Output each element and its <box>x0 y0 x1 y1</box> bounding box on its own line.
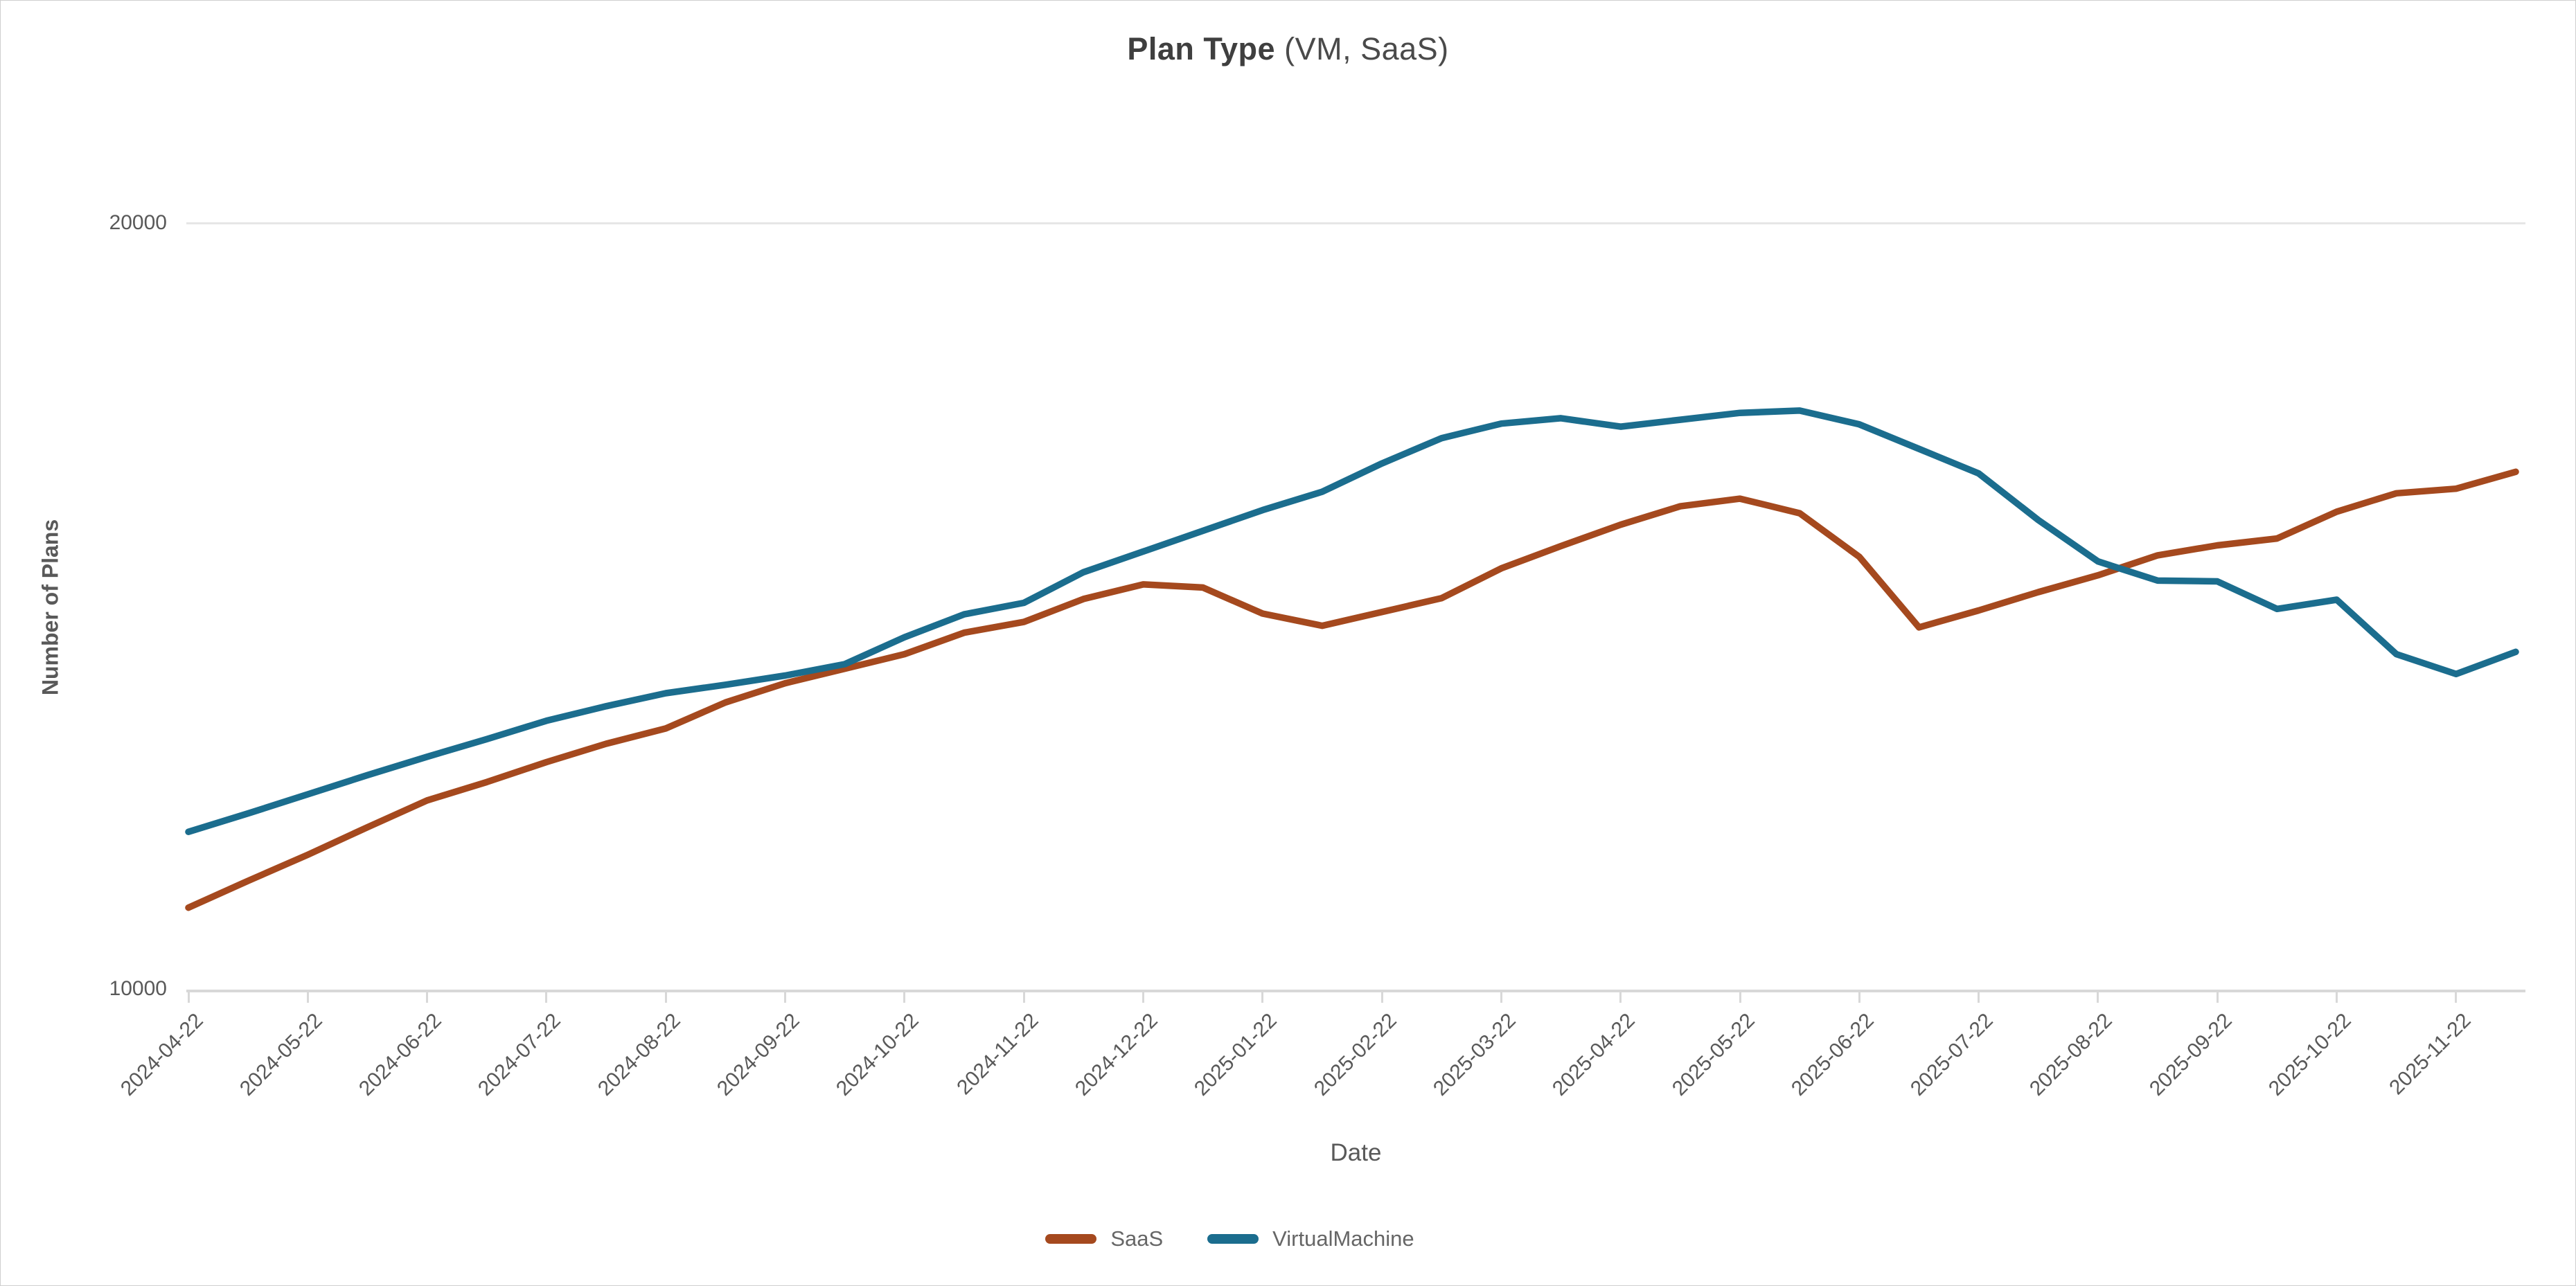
legend: SaaS VirtualMachine <box>1 1226 2517 1251</box>
y-tick-label: 10000 <box>109 977 167 1000</box>
legend-label: VirtualMachine <box>1272 1226 1414 1251</box>
series-line-saas <box>185 468 2519 911</box>
gridline-20000 <box>186 222 2525 224</box>
legend-item-virtualmachine: VirtualMachine <box>1207 1226 1414 1251</box>
x-tick <box>1142 992 1144 1003</box>
x-tick <box>1858 992 1860 1003</box>
series-line-virtualmachine <box>185 407 2519 835</box>
x-tick <box>545 992 548 1003</box>
x-tick <box>1978 992 1980 1003</box>
legend-swatch-virtualmachine <box>1207 1234 1259 1244</box>
legend-label: SaaS <box>1110 1226 1164 1251</box>
chart-title-subtitle: (VM, SaaS) <box>1275 31 1449 66</box>
y-tick-label: 20000 <box>109 211 167 234</box>
x-tick <box>2216 992 2219 1003</box>
x-tick <box>1500 992 1502 1003</box>
x-tick <box>903 992 906 1003</box>
x-tick <box>426 992 429 1003</box>
x-tick <box>2455 992 2458 1003</box>
x-tick <box>306 992 309 1003</box>
chart-title-main: Plan Type <box>1127 31 1276 66</box>
x-tick <box>2336 992 2338 1003</box>
x-axis-line <box>186 990 2525 992</box>
x-tick <box>2097 992 2099 1003</box>
x-tick <box>187 992 190 1003</box>
x-tick <box>664 992 667 1003</box>
chart-title: Plan Type (VM, SaaS) <box>1 31 2575 67</box>
legend-swatch-saas <box>1045 1234 1097 1244</box>
x-tick <box>784 992 787 1003</box>
x-tick <box>1380 992 1383 1003</box>
x-tick <box>1261 992 1264 1003</box>
x-tick <box>1022 992 1025 1003</box>
x-axis-title: Date <box>1330 1139 1382 1166</box>
x-tick <box>1619 992 1622 1003</box>
legend-item-saas: SaaS <box>1045 1226 1163 1251</box>
x-tick <box>1739 992 1741 1003</box>
